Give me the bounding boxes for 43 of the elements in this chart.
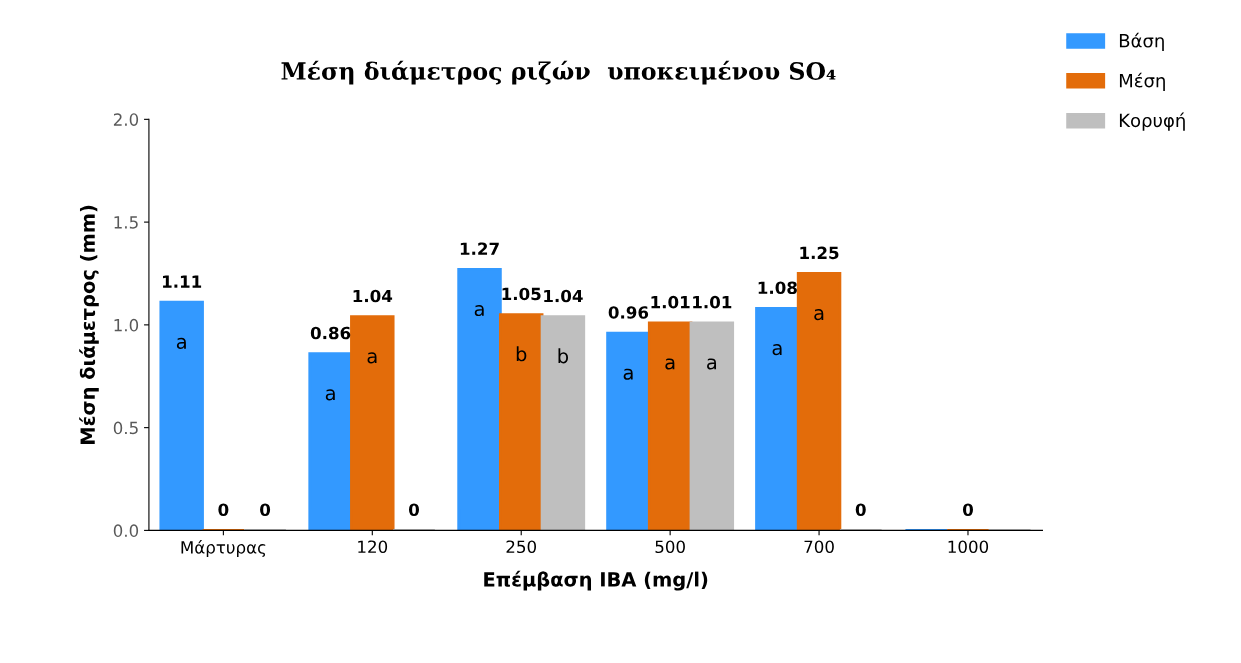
- annotation: a: [325, 389, 335, 401]
- x-tick-label: 120: [358, 540, 388, 554]
- data-label: 1.04: [353, 289, 393, 303]
- annotation: b: [558, 348, 569, 364]
- data-label: 0: [260, 503, 271, 517]
- data-label: 1.01: [651, 295, 690, 309]
- x-tick-label: Μάρτυρας: [181, 540, 266, 557]
- annotation: a: [367, 352, 377, 364]
- x-tick-label: 1000: [948, 540, 989, 554]
- data-label: 1.25: [800, 246, 839, 260]
- annotation: a: [665, 358, 675, 370]
- x-tick-label: 700: [804, 540, 834, 554]
- y-axis-title: Μέση διάμετρος (mm): [79, 205, 99, 444]
- annotation: a: [707, 358, 717, 370]
- annotation: a: [623, 368, 633, 380]
- annotation: a: [176, 337, 186, 350]
- y-tick-label: 1.0: [114, 318, 139, 332]
- data-label: 1.04: [544, 289, 583, 303]
- x-tick-label: 500: [655, 540, 685, 554]
- data-label: 0: [409, 503, 419, 517]
- y-tick-label: 1.5: [114, 216, 138, 229]
- data-label: 0: [218, 503, 229, 517]
- data-label: 1.11: [163, 275, 202, 288]
- data-label: 0: [855, 503, 866, 517]
- data-label: 1.27: [460, 242, 499, 255]
- y-tick-label: 0.0: [113, 524, 139, 537]
- x-axis-title: Επέμβαση IBA (mg/l): [484, 570, 708, 591]
- annotation: a: [814, 309, 824, 321]
- data-label: 1.08: [758, 281, 797, 295]
- y-tick-label: 0.5: [113, 421, 138, 435]
- x-tick-label: 250: [506, 540, 537, 554]
- data-label: 1.05: [502, 287, 541, 301]
- data-label: 0.96: [608, 306, 649, 319]
- annotation: a: [474, 304, 484, 317]
- data-label: 0: [962, 503, 973, 517]
- legend-label: Μέση: [1119, 72, 1165, 91]
- legend-label: Κορυφή: [1119, 112, 1185, 131]
- annotation: a: [772, 344, 782, 356]
- data-label: 1.01: [693, 295, 732, 309]
- chart-title: Μέση διάμετρος ριζών υποκειμένου SO₄: [281, 60, 836, 85]
- annotation: b: [516, 346, 527, 362]
- y-tick-label: 2.0: [113, 113, 139, 126]
- legend-label: Βάση: [1119, 32, 1164, 52]
